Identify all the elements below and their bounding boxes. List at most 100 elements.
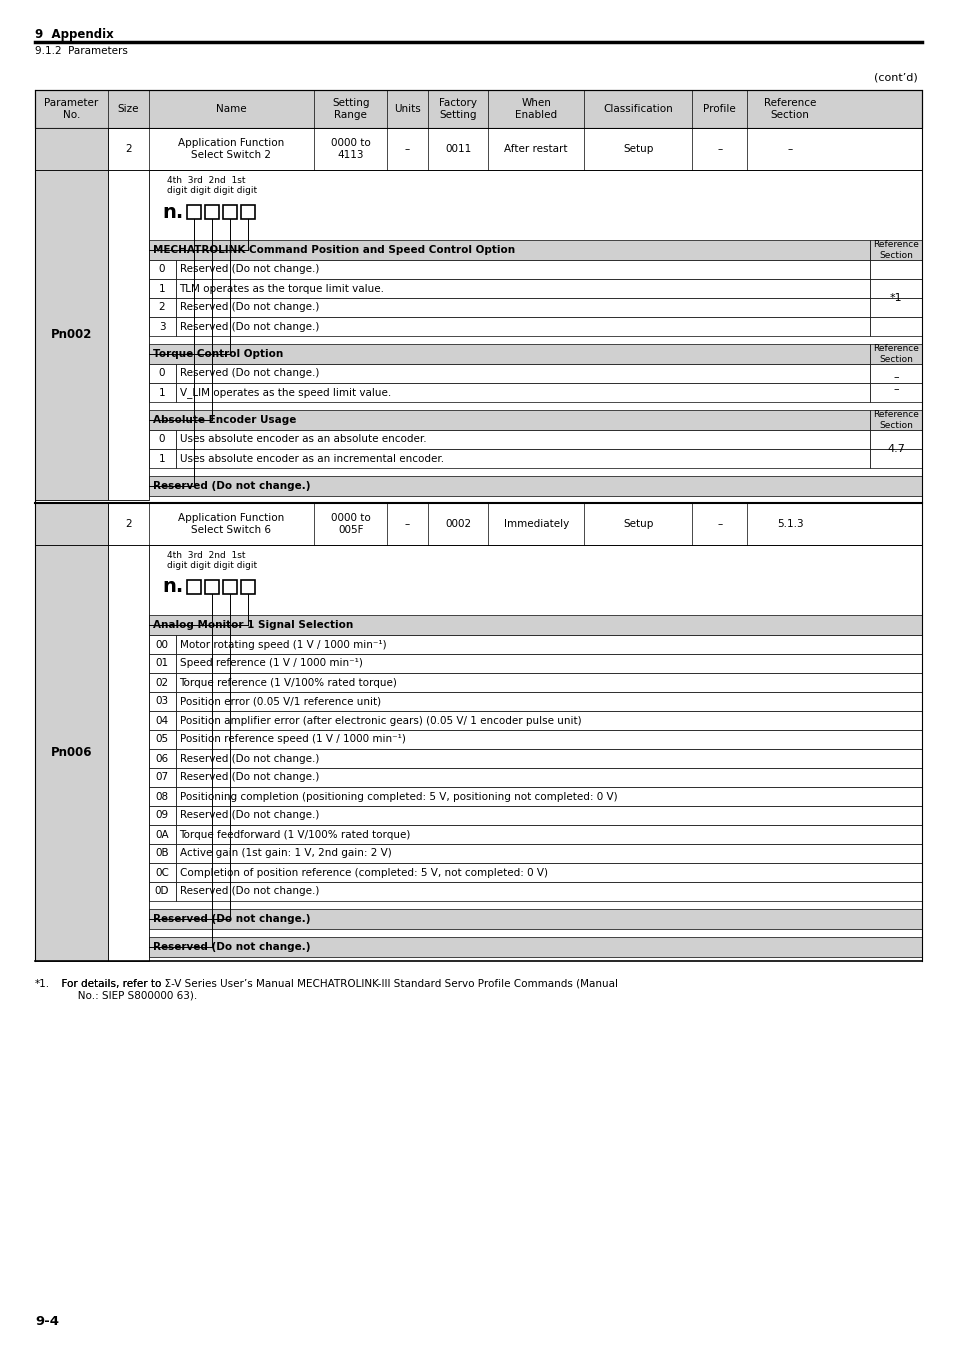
Text: Motor rotating speed (1 V / 1000 min⁻¹): Motor rotating speed (1 V / 1000 min⁻¹) [179,640,386,649]
Text: Setup: Setup [622,518,653,529]
Bar [175,768,921,787]
Text: When
Enabled: When Enabled [515,99,557,120]
Bar [175,634,921,653]
Text: –: – [787,144,792,154]
Text: 0: 0 [158,265,165,274]
Text: 9  Appendix: 9 Appendix [35,28,113,40]
Bar [149,344,869,364]
Text: 0002: 0002 [444,518,471,529]
Text: digit digit digit digit: digit digit digit digit [167,186,256,194]
Text: Parameter
No.: Parameter No. [44,99,98,120]
Text: digit digit digit digit: digit digit digit digit [167,562,256,570]
Bar [149,844,175,863]
Text: Name: Name [216,104,247,113]
Bar [149,693,175,711]
Text: n.: n. [162,578,184,597]
Bar [175,693,921,711]
Bar [175,863,921,882]
Text: 06: 06 [155,753,169,764]
Text: 09: 09 [155,810,169,821]
Text: 0C: 0C [155,868,169,878]
Text: Torque Control Option: Torque Control Option [152,350,282,359]
Bar [869,240,921,261]
Text: –: – [717,144,721,154]
Text: Reference
Section: Reference Section [872,410,918,429]
Text: Reserved (Do not change.): Reserved (Do not change.) [179,772,318,783]
Text: 01: 01 [155,659,169,668]
Text: 3: 3 [158,321,165,332]
Text: Reserved (Do not change.): Reserved (Do not change.) [152,942,310,952]
Text: 08: 08 [155,791,169,802]
Text: 5.1.3: 5.1.3 [776,518,802,529]
Bar [149,477,921,495]
Bar [175,279,869,298]
Text: 1: 1 [158,387,165,397]
Text: Torque reference (1 V/100% rated torque): Torque reference (1 V/100% rated torque) [179,678,397,687]
Text: Positioning completion (positioning completed: 5 V, positioning not completed: 0: Positioning completion (positioning comp… [179,791,617,802]
Text: Size: Size [117,104,139,113]
Text: –: – [717,518,721,529]
Bar [149,634,175,653]
Text: Reference
Section: Reference Section [872,344,918,363]
Text: Uses absolute encoder as an absolute encoder.: Uses absolute encoder as an absolute enc… [179,435,426,444]
Text: Pn002: Pn002 [51,328,91,342]
Text: *1: *1 [889,293,902,302]
Bar [204,205,218,219]
Text: Immediately: Immediately [503,518,568,529]
Text: Uses absolute encoder as an incremental encoder.: Uses absolute encoder as an incremental … [179,454,443,463]
Text: 0B: 0B [155,849,169,859]
Bar [175,711,921,730]
Text: 0A: 0A [155,829,169,840]
Bar [240,580,254,594]
Bar [869,431,921,450]
Bar [240,205,254,219]
Text: Active gain (1st gain: 1 V, 2nd gain: 2 V): Active gain (1st gain: 1 V, 2nd gain: 2 … [179,849,391,859]
Text: Position error (0.05 V/1 reference unit): Position error (0.05 V/1 reference unit) [179,697,380,706]
Bar [35,170,108,500]
Text: 03: 03 [155,697,169,706]
Text: –: – [404,518,410,529]
Bar [35,504,921,545]
Text: 1: 1 [158,454,165,463]
Text: Analog Monitor 1 Signal Selection: Analog Monitor 1 Signal Selection [152,620,353,630]
Text: Position reference speed (1 V / 1000 min⁻¹): Position reference speed (1 V / 1000 min… [179,734,405,744]
Bar [222,580,236,594]
Text: 0011: 0011 [444,144,471,154]
Bar [175,364,869,383]
Text: 0D: 0D [154,887,169,896]
Text: Position amplifier error (after electronic gears) (0.05 V/ 1 encoder pulse unit): Position amplifier error (after electron… [179,716,580,725]
Bar [35,545,108,961]
Text: Completion of position reference (completed: 5 V, not completed: 0 V): Completion of position reference (comple… [179,868,547,878]
Text: –: – [404,144,410,154]
Text: Reserved (Do not change.): Reserved (Do not change.) [152,481,310,491]
Bar [869,279,921,298]
Text: 04: 04 [155,716,169,725]
Text: 2: 2 [125,518,132,529]
Text: n.: n. [162,202,184,221]
Text: For details, refer to: For details, refer to [55,979,165,990]
Bar [35,128,921,170]
Bar [149,450,175,468]
Bar [149,863,175,882]
Text: 2: 2 [125,144,132,154]
Text: 4th  3rd  2nd  1st: 4th 3rd 2nd 1st [167,176,245,185]
Bar [108,545,149,961]
Text: Speed reference (1 V / 1000 min⁻¹): Speed reference (1 V / 1000 min⁻¹) [179,659,362,668]
Bar [187,580,200,594]
Text: 9-4: 9-4 [35,1315,59,1328]
Text: Torque feedforward (1 V/100% rated torque): Torque feedforward (1 V/100% rated torqu… [179,829,411,840]
Bar [175,825,921,844]
Bar [869,298,921,317]
Bar [149,410,869,431]
Text: 0: 0 [158,369,165,378]
Text: –
–: – – [892,373,898,394]
Bar [175,674,921,693]
Bar [35,90,921,128]
Bar [35,128,108,170]
Bar [149,768,175,787]
Text: 0000 to
4113: 0000 to 4113 [331,138,371,159]
Text: Absolute Encoder Usage: Absolute Encoder Usage [152,414,295,425]
Bar [869,383,921,402]
Bar [149,674,175,693]
Text: 1: 1 [158,284,165,293]
